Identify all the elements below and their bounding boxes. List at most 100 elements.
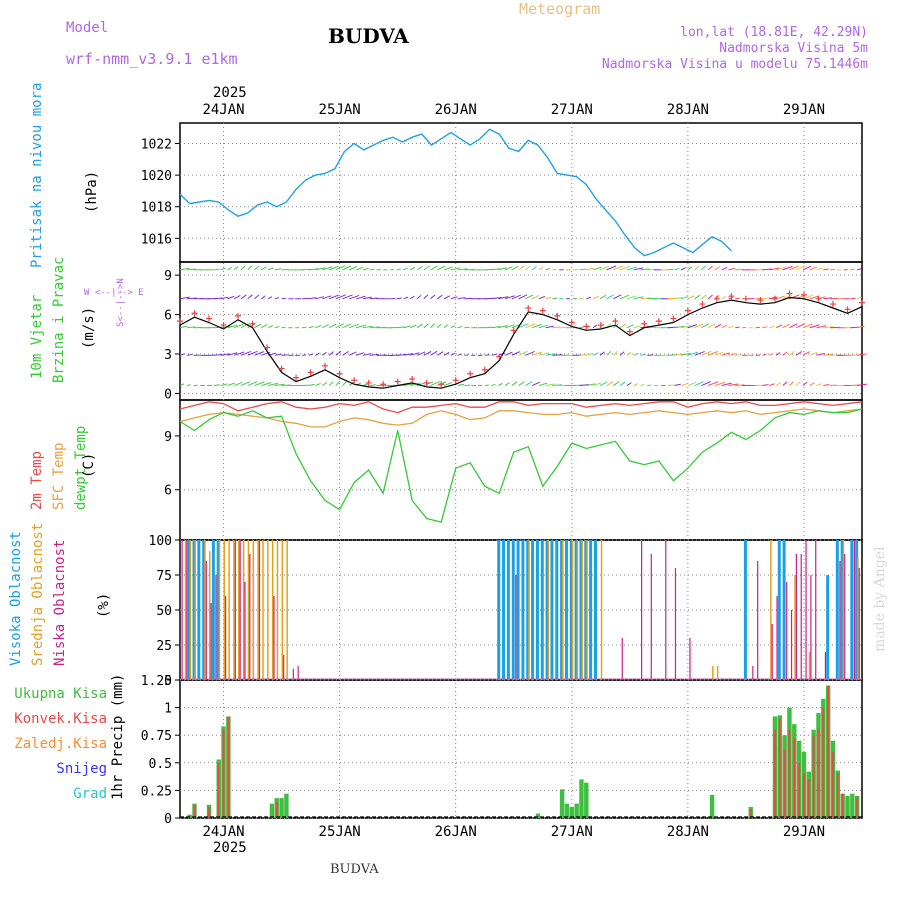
wind-gust-marker xyxy=(307,369,314,376)
dewpt-line xyxy=(179,408,863,523)
wind-barb xyxy=(762,297,770,300)
wind-barb xyxy=(335,381,341,386)
wind-barb xyxy=(436,323,442,329)
wind-gust-marker xyxy=(235,312,242,319)
wind-barb xyxy=(823,353,833,356)
wind-barb xyxy=(240,350,252,356)
low-cloud-bar xyxy=(853,540,856,680)
wind-barb xyxy=(545,325,554,329)
mid-cloud-bar xyxy=(189,540,192,680)
wind-barb xyxy=(633,267,644,271)
wind-barb xyxy=(335,350,342,356)
wind-barb xyxy=(857,383,867,387)
wind-gust-marker xyxy=(670,315,677,322)
mid-cloud-bar xyxy=(808,652,811,680)
wind-barb xyxy=(606,351,612,356)
wind-barb xyxy=(802,265,812,271)
convective-precip-bar xyxy=(275,801,278,818)
model-label: Model xyxy=(66,20,109,36)
mid-cloud-bar xyxy=(286,540,288,680)
mid-cloud-bar xyxy=(271,540,274,680)
wind-gust-marker xyxy=(728,293,735,300)
wind-barb xyxy=(362,296,372,300)
high-cloud-bar xyxy=(506,540,510,680)
top-date-label: 26JAN xyxy=(435,102,477,118)
wind-barb xyxy=(220,267,226,271)
wind-barb xyxy=(328,294,339,300)
panel-frame-wind xyxy=(179,261,863,401)
tick-label-pressure: 1016 xyxy=(141,232,172,247)
mid-cloud-bar xyxy=(247,540,250,680)
wind-barb xyxy=(247,323,256,329)
wind-barb xyxy=(267,296,273,300)
mid-cloud-bar xyxy=(600,540,603,680)
convective-precip-bar xyxy=(788,729,791,818)
tick-label-cloud: 50 xyxy=(156,604,172,619)
wind-barb xyxy=(450,267,461,271)
wind-barb xyxy=(349,323,359,329)
low-cloud-bar xyxy=(297,666,299,680)
wind-barb xyxy=(816,267,823,271)
top-date-label: 29JAN xyxy=(783,102,825,118)
low-cloud-bar xyxy=(641,540,643,680)
footer-station: BUDVA xyxy=(330,862,379,877)
wind-barb xyxy=(308,297,317,300)
tick-label-precip: 1 xyxy=(164,702,172,717)
mid-cloud-bar xyxy=(228,540,230,680)
wind-barb xyxy=(369,354,379,356)
wind-gust-marker xyxy=(829,301,836,308)
wind-barb xyxy=(369,297,378,300)
total-precip-bar xyxy=(535,813,541,818)
tick-label-temperature: 6 xyxy=(164,484,172,499)
wind-barb xyxy=(592,295,599,300)
wind-barb xyxy=(491,325,501,329)
wind-barb xyxy=(504,295,515,300)
mid-cloud-bar xyxy=(581,540,583,680)
wind-gust-marker xyxy=(815,295,822,302)
wind-barb xyxy=(701,294,707,300)
wind-barb xyxy=(349,294,360,300)
wind-barb xyxy=(599,351,605,356)
tick-label-pressure: 1018 xyxy=(141,201,172,216)
wind-barb xyxy=(626,295,637,300)
low-cloud-bar xyxy=(234,540,236,680)
wind-barb xyxy=(443,382,453,387)
wind-barb xyxy=(409,295,415,300)
precip-legend-hail: Grad xyxy=(73,786,107,802)
low-cloud-bar xyxy=(844,554,846,680)
wind-barb xyxy=(240,381,251,387)
wind-barb xyxy=(606,381,614,386)
wind-barb xyxy=(369,268,375,271)
mid-cloud-bar xyxy=(252,540,255,680)
wind-barb xyxy=(714,266,721,271)
wind-barb xyxy=(186,297,197,300)
wind-barb xyxy=(795,350,803,356)
wind-barb xyxy=(680,382,689,387)
total-precip-bar xyxy=(574,803,579,818)
high-cloud-bar xyxy=(743,540,747,680)
wind-barb xyxy=(694,265,699,271)
wind-barb xyxy=(538,324,548,329)
convective-precip-bar xyxy=(841,793,844,818)
wind-barb xyxy=(674,353,684,356)
low-cloud-bar xyxy=(795,554,797,680)
wind-barb xyxy=(687,324,698,329)
wind-barb xyxy=(735,354,742,356)
wind-barb xyxy=(240,294,247,300)
low-cloud-bar xyxy=(665,540,667,680)
convective-precip-bar xyxy=(208,806,211,818)
wind-barb xyxy=(274,325,280,329)
wind-barb xyxy=(423,265,431,271)
convective-precip-bar xyxy=(222,729,225,818)
wind-barb xyxy=(714,324,722,329)
wind-barb xyxy=(525,294,534,300)
mid-cloud-bar xyxy=(257,540,259,680)
wind-barb xyxy=(762,384,769,387)
mid-cloud-bar xyxy=(281,540,284,680)
wind-barb xyxy=(694,323,704,329)
mid-cloud-bar xyxy=(242,540,245,680)
wind-barb xyxy=(247,265,253,271)
wind-gust-marker xyxy=(177,318,183,325)
wind-barb xyxy=(511,265,519,271)
wind-barb xyxy=(857,353,867,356)
